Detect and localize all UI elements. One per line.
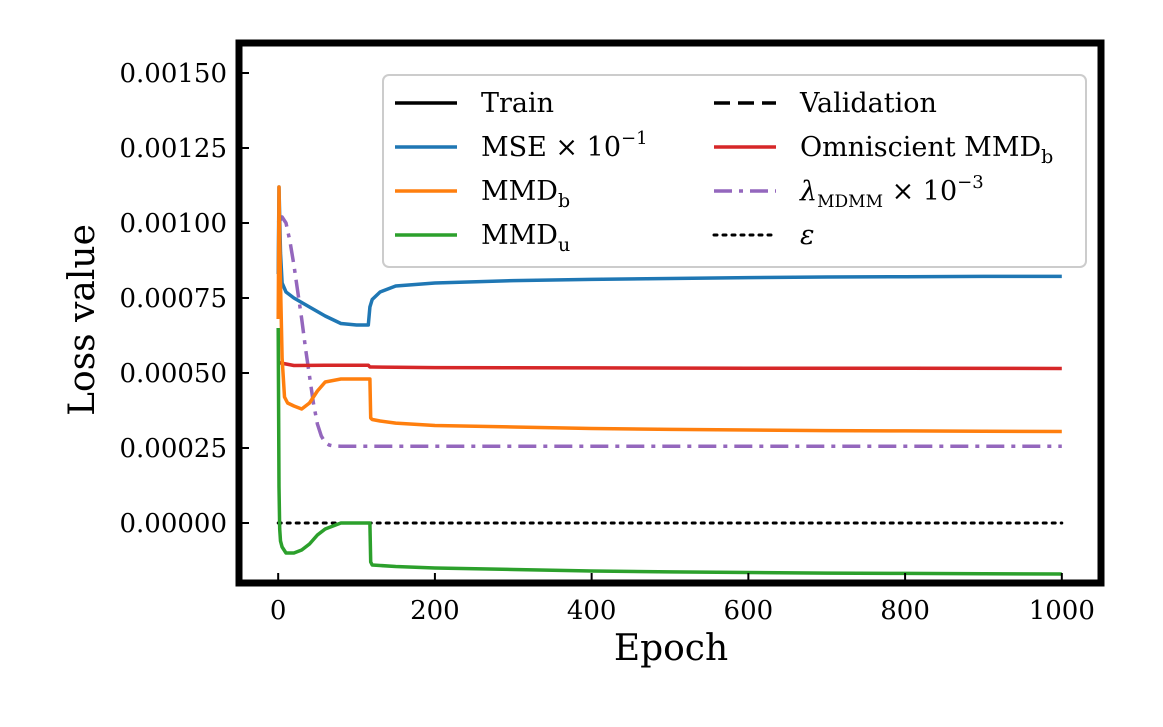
series-layer (276, 185, 1064, 576)
y-tick-label-4: 0.00100 (119, 209, 227, 239)
legend-label-eps: ε (800, 220, 815, 251)
x-tick-label-2: 400 (567, 596, 617, 626)
x-tick-label-3: 600 (724, 596, 774, 626)
series-line-1 (276, 185, 1062, 434)
series-line-4 (276, 215, 1062, 448)
x-tick-label-0: 0 (270, 596, 287, 626)
legend-box (382, 74, 1087, 268)
legend-label-train: Train (481, 88, 554, 119)
plot-frame (235, 39, 1105, 587)
y-tick-label-2: 0.00050 (119, 359, 227, 389)
legend-label-mse: MSE × 10−1 (481, 128, 648, 163)
y-tick-label-5: 0.00125 (119, 134, 227, 164)
legend: Train MSE × 10−1 MMDb MMDu Validation Omnisci… (382, 74, 1087, 268)
legend-label-lambda: λMDMM × 10−3 (799, 172, 984, 212)
legend-label-validation: Validation (799, 88, 937, 119)
x-axis-label: Epoch (614, 628, 728, 669)
tick-layer: 0 200 400 600 800 1000 0.00000 0.00025 0.00050 0.… (119, 59, 1094, 626)
x-tick-label-1: 200 (410, 596, 460, 626)
legend-label-omni: Omniscient MMDb (800, 132, 1053, 168)
x-tick-label-4: 800 (880, 596, 930, 626)
y-tick-label-0: 0.00000 (119, 509, 227, 539)
legend-label-mmdb: MMDb (481, 176, 570, 212)
legend-items: Train MSE × 10−1 MMDb MMDu Validation Omnisci… (395, 88, 1053, 256)
series-line-3 (277, 360, 1062, 371)
series-line-2 (276, 327, 1062, 576)
y-tick-label-3: 0.00075 (119, 284, 227, 314)
x-tick-label-5: 1000 (1029, 596, 1095, 626)
legend-label-mmdu: MMDu (481, 220, 570, 256)
y-axis-label: Loss value (62, 224, 103, 416)
y-tick-label-1: 0.00025 (119, 434, 227, 464)
series-line-0 (276, 185, 1062, 327)
y-tick-label-6: 0.00150 (119, 59, 227, 89)
